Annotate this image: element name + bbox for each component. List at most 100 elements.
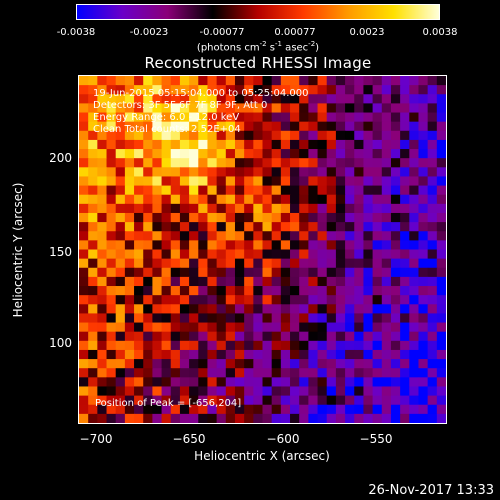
heatmap-cell bbox=[345, 185, 355, 196]
heatmap-cell bbox=[88, 176, 98, 187]
heatmap-cell bbox=[234, 340, 245, 351]
heatmap-cell bbox=[143, 222, 154, 232]
heatmap-cell bbox=[152, 404, 163, 415]
heatmap-cell bbox=[290, 359, 300, 369]
heatmap-cell bbox=[299, 222, 309, 232]
heatmap-cell bbox=[436, 258, 446, 269]
heatmap-cell bbox=[354, 386, 365, 397]
heatmap-cell bbox=[363, 413, 374, 423]
heatmap-cell bbox=[106, 76, 117, 86]
heatmap-cell bbox=[354, 304, 365, 315]
heatmap-cell bbox=[326, 212, 337, 223]
heatmap-cell bbox=[409, 240, 420, 251]
heatmap-cell bbox=[427, 267, 438, 278]
heatmap-cell bbox=[179, 286, 190, 296]
heatmap-cell bbox=[170, 149, 181, 159]
heatmap-cell bbox=[106, 313, 117, 324]
heatmap-cell bbox=[152, 158, 163, 168]
heatmap-cell bbox=[161, 240, 172, 251]
heatmap-cell bbox=[97, 194, 108, 205]
heatmap-cell bbox=[97, 130, 108, 141]
heatmap-cell bbox=[290, 167, 300, 178]
heatmap-cell bbox=[317, 304, 328, 315]
heatmap-cell bbox=[79, 167, 89, 178]
heatmap-cell bbox=[179, 340, 190, 351]
heatmap-cell bbox=[317, 76, 328, 86]
heatmap-cell bbox=[262, 240, 273, 251]
heatmap-cell bbox=[372, 404, 383, 415]
heatmap-cell bbox=[189, 94, 199, 104]
heatmap-cell bbox=[152, 212, 163, 223]
heatmap-cell bbox=[161, 112, 172, 123]
heatmap-cell bbox=[335, 212, 346, 223]
heatmap-cell bbox=[418, 185, 429, 196]
heatmap-cell bbox=[234, 377, 245, 388]
heatmap-cell bbox=[244, 139, 254, 150]
heatmap-cell bbox=[400, 76, 410, 86]
heatmap-cell bbox=[280, 194, 291, 205]
heatmap-cell bbox=[207, 85, 218, 95]
heatmap-cell bbox=[400, 240, 410, 251]
heatmap-cell bbox=[189, 112, 199, 123]
heatmap-cell bbox=[189, 377, 199, 388]
heatmap-cell bbox=[299, 112, 309, 123]
heatmap-cell bbox=[400, 368, 410, 378]
heatmap-cell bbox=[290, 377, 300, 388]
heatmap-cell bbox=[170, 276, 181, 287]
heatmap-cell bbox=[308, 304, 319, 315]
heatmap-cell bbox=[106, 240, 117, 251]
heatmap-cell bbox=[179, 112, 190, 123]
heatmap-cell bbox=[88, 368, 98, 378]
heatmap-cell bbox=[308, 413, 319, 423]
heatmap-cell bbox=[317, 203, 328, 214]
heatmap-cell bbox=[97, 185, 108, 196]
heatmap-cell bbox=[97, 76, 108, 86]
heatmap-cell bbox=[390, 304, 401, 315]
heatmap-cell bbox=[134, 377, 144, 388]
heatmap-cell bbox=[179, 322, 190, 333]
heatmap-cell bbox=[381, 304, 392, 315]
heatmap-cell bbox=[299, 167, 309, 178]
heatmap-cell bbox=[381, 231, 392, 241]
heatmap-cell bbox=[280, 349, 291, 360]
heatmap-cell bbox=[262, 167, 273, 178]
heatmap-cell bbox=[271, 149, 282, 159]
heatmap-cell bbox=[418, 386, 429, 397]
heatmap-cell bbox=[290, 304, 300, 315]
heatmap-cell bbox=[326, 203, 337, 214]
heatmap-cell bbox=[216, 158, 227, 168]
heatmap-cell bbox=[427, 413, 438, 423]
heatmap-cell bbox=[308, 404, 319, 415]
heatmap-cell bbox=[124, 85, 135, 95]
heatmap-cell bbox=[152, 203, 163, 214]
heatmap-cell bbox=[189, 176, 199, 187]
heatmap-cell bbox=[198, 249, 209, 260]
heatmap-cell bbox=[262, 222, 273, 232]
heatmap-cell bbox=[225, 121, 236, 132]
heatmap-cell bbox=[400, 304, 410, 315]
heatmap-cell bbox=[271, 212, 282, 223]
heatmap-cell bbox=[354, 158, 365, 168]
heatmap-cell bbox=[335, 103, 346, 114]
heatmap-cell bbox=[418, 231, 429, 241]
heatmap-cell bbox=[198, 121, 209, 132]
heatmap-cell bbox=[400, 395, 410, 406]
heatmap-cell bbox=[207, 212, 218, 223]
heatmap-cell bbox=[97, 368, 108, 378]
heatmap-cell bbox=[308, 240, 319, 251]
heatmap-cell bbox=[418, 313, 429, 324]
heatmap-cell bbox=[345, 377, 355, 388]
heatmap-cell bbox=[143, 267, 154, 278]
heatmap-cell bbox=[124, 112, 135, 123]
heatmap-cell bbox=[345, 359, 355, 369]
heatmap-cell bbox=[280, 85, 291, 95]
heatmap-cell bbox=[400, 121, 410, 132]
heatmap-cell bbox=[88, 267, 98, 278]
heatmap-cell bbox=[280, 158, 291, 168]
heatmap-cell bbox=[115, 377, 126, 388]
heatmap-cell bbox=[97, 340, 108, 351]
heatmap-cell bbox=[345, 249, 355, 260]
heatmap-cell bbox=[335, 149, 346, 159]
heatmap-cell bbox=[299, 340, 309, 351]
heatmap-cell bbox=[308, 276, 319, 287]
